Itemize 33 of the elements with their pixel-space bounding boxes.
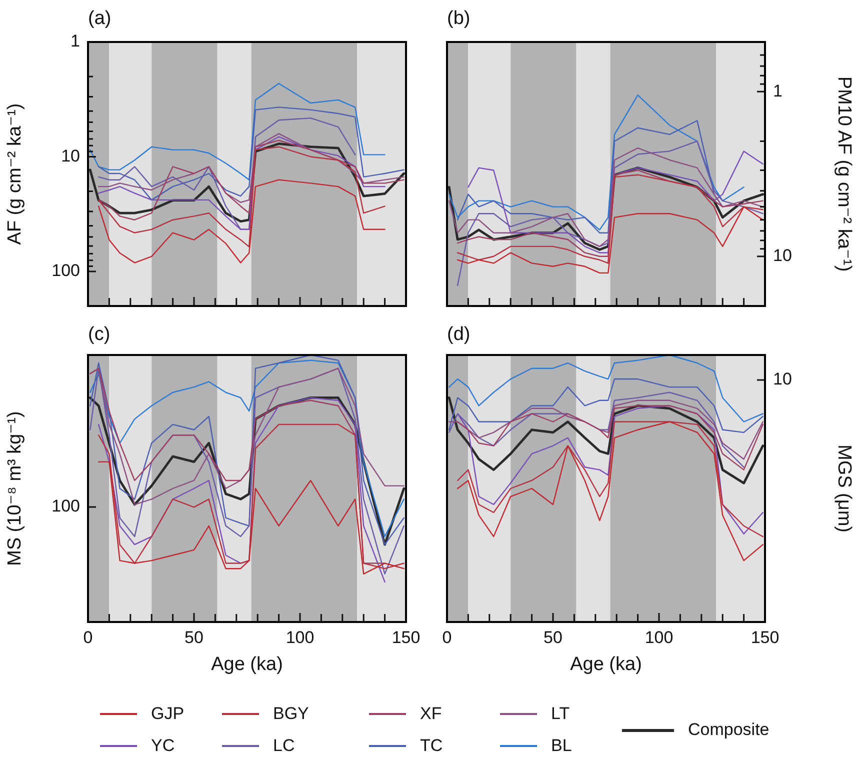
y-axis-title: AF (g cm⁻² ka⁻¹) [4,103,26,245]
y-axis-title: MS (10⁻⁸ m³ kg⁻¹) [4,411,26,566]
y-tick-label: 1 [70,32,80,51]
x-axis-title: Age (ka) [570,654,642,675]
legend-label: TC [420,736,443,756]
x-tick-label: 100 [644,628,674,647]
chart-title: (b) [447,8,470,30]
y2-axis-title: PM10 AF (g cm⁻² ka⁻¹) [833,76,854,272]
legend-label: BGY [273,704,309,724]
x-tick-label: 150 [750,628,780,647]
legend-label: XF [420,704,442,724]
legend-label: LT [551,704,570,724]
x-tick-label: 50 [544,628,562,647]
x-tick-label: 150 [392,628,420,647]
x-tick-label: 0 [83,628,93,647]
y2-axis-title: MGS (μm) [833,444,854,532]
legend-label: YC [151,736,175,756]
text: 10 [773,370,792,389]
chart-title: (c) [88,324,110,346]
x-tick-label: 100 [286,628,314,647]
x-axis-title: Age (ka) [211,654,283,675]
y-tick-label: 100 [52,261,80,280]
y2-tick-label: 1 [773,81,782,100]
x-tick-label: 50 [184,628,204,647]
y-tick-label: 10 [61,146,80,166]
x-tick-label: 0 [442,628,452,647]
y2-tick-label: 10 [773,246,792,266]
chart-title: (d) [447,324,470,346]
legend-label: Composite [688,720,770,740]
chart-title: (a) [88,8,112,30]
legend-label: LC [273,736,295,756]
legend-label: GJP [151,704,184,724]
legend-label: BL [551,736,572,756]
